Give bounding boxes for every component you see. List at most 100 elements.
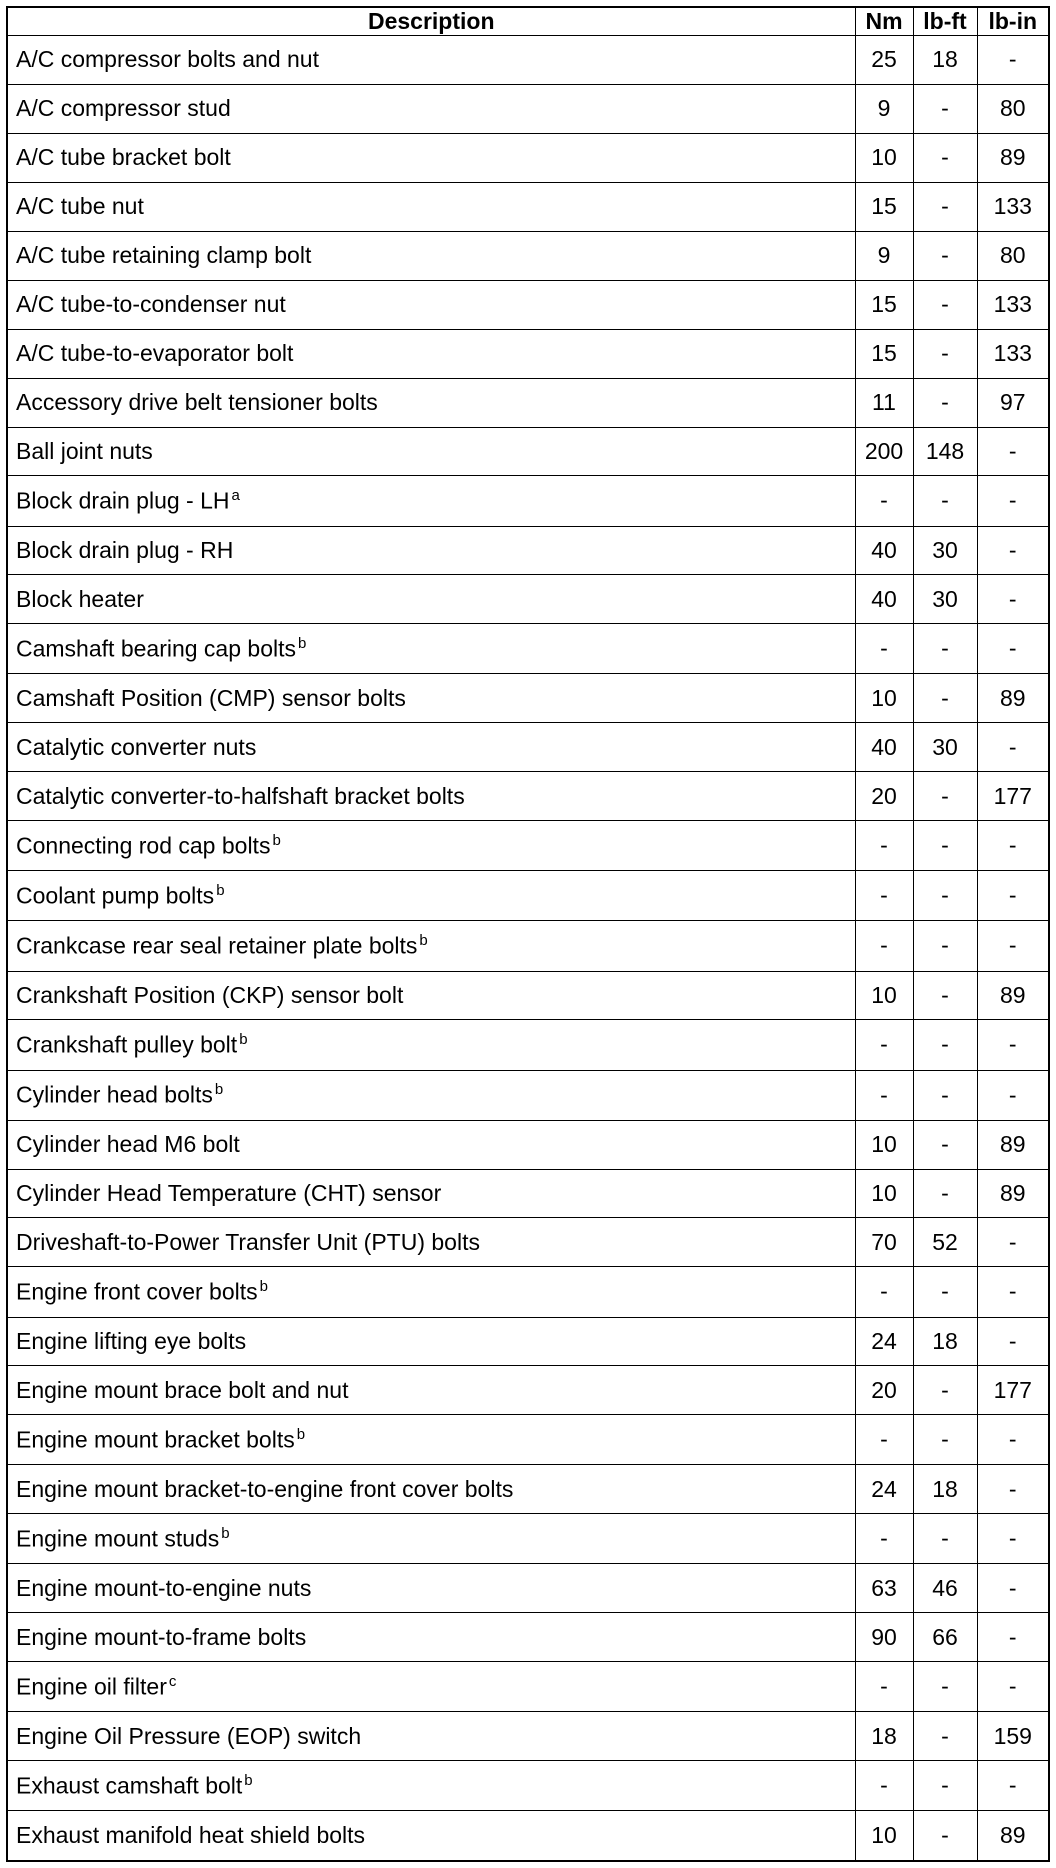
lb-in-cell: - — [976, 820, 1050, 872]
description-text: Block drain plug - LH — [16, 487, 230, 514]
nm-cell: 63 — [854, 1563, 914, 1614]
description-cell: Coolant pump bolts b — [6, 870, 856, 922]
table-row: A/C tube nut 15-133 — [6, 181, 1050, 232]
footnote-marker: b — [214, 1081, 224, 1099]
header-lb-ft: lb-ft — [912, 6, 978, 36]
lb-ft-cell: - — [912, 1513, 978, 1565]
nm-cell: - — [854, 870, 914, 922]
lb-in-cell: - — [976, 1513, 1050, 1565]
nm-cell: - — [854, 623, 914, 675]
nm-cell: 11 — [854, 377, 914, 428]
lb-ft-cell: - — [912, 1019, 978, 1071]
lb-in-cell: 89 — [976, 1810, 1050, 1862]
description-cell: Block drain plug - LH a — [6, 475, 856, 527]
lb-in-cell: - — [976, 1316, 1050, 1367]
description-cell: Cylinder head M6 bolt — [6, 1119, 856, 1170]
nm-cell: 10 — [854, 970, 914, 1021]
table-row: Engine lifting eye bolts 24 18- — [6, 1316, 1050, 1367]
table-row: Crankshaft pulley bolt b - - - — [6, 1019, 1050, 1071]
lb-in-cell: - — [976, 920, 1050, 972]
table-row: Driveshaft-to-Power Transfer Unit (PTU) … — [6, 1217, 1050, 1268]
footnote-marker: b — [298, 635, 307, 653]
description-text: Cylinder head M6 bolt — [16, 1131, 240, 1158]
description-cell: Engine lifting eye bolts — [6, 1316, 856, 1367]
nm-cell: 40 — [854, 574, 914, 625]
lb-in-cell: - — [976, 1069, 1050, 1121]
description-cell: Engine mount-to-engine nuts — [6, 1563, 856, 1614]
nm-cell: - — [854, 920, 914, 972]
lb-ft-cell: - — [912, 132, 978, 183]
lb-ft-cell: 18 — [912, 1316, 978, 1367]
lb-ft-cell: 18 — [912, 35, 978, 85]
lb-in-cell: 133 — [976, 181, 1050, 232]
lb-ft-cell: - — [912, 1365, 978, 1416]
table-row: Coolant pump bolts b - - - — [6, 870, 1050, 922]
description-cell: Exhaust manifold heat shield bolts — [6, 1810, 856, 1862]
table-row: Engine mount brace bolt and nut 20-177 — [6, 1365, 1050, 1416]
description-text: Crankshaft pulley bolt — [16, 1031, 238, 1058]
lb-ft-cell: - — [912, 970, 978, 1021]
description-cell: Crankcase rear seal retainer plate bolts… — [6, 920, 856, 972]
description-cell: Crankshaft pulley bolt b — [6, 1019, 856, 1071]
table-row: Camshaft Position (CMP) sensor bolts 10-8… — [6, 673, 1050, 724]
description-text: A/C tube-to-condenser nut — [16, 291, 286, 318]
nm-cell: 10 — [854, 1119, 914, 1170]
lb-ft-cell: - — [912, 870, 978, 922]
nm-cell: - — [854, 1661, 914, 1713]
lb-in-cell: - — [976, 525, 1050, 576]
lb-in-cell: - — [976, 1760, 1050, 1812]
lb-ft-cell: 30 — [912, 525, 978, 576]
nm-cell: - — [854, 1266, 914, 1318]
nm-cell: 15 — [854, 181, 914, 232]
description-cell: Engine mount-to-frame bolts — [6, 1612, 856, 1663]
description-text: Engine mount studs — [16, 1525, 220, 1552]
lb-in-cell: 89 — [976, 1119, 1050, 1170]
description-cell: A/C tube retaining clamp bolt — [6, 230, 856, 281]
description-cell: Engine mount brace bolt and nut — [6, 1365, 856, 1416]
lb-in-cell: - — [976, 1612, 1050, 1663]
description-cell: Cylinder Head Temperature (CHT) sensor — [6, 1168, 856, 1219]
header-row: Description Nm lb-ft lb-in — [6, 6, 1050, 36]
lb-in-cell: 97 — [976, 377, 1050, 428]
lb-in-cell: 133 — [976, 279, 1050, 330]
description-text: A/C tube retaining clamp bolt — [16, 242, 312, 269]
description-cell: Accessory drive belt tensioner bolts — [6, 377, 856, 428]
description-cell: A/C tube-to-condenser nut — [6, 279, 856, 330]
lb-in-cell: - — [976, 1661, 1050, 1713]
lb-ft-cell: 66 — [912, 1612, 978, 1663]
lb-ft-cell: 18 — [912, 1464, 978, 1515]
footnote-marker: b — [216, 882, 225, 900]
table-row: Accessory drive belt tensioner bolts 11-9… — [6, 377, 1050, 428]
footnote-marker: b — [239, 1031, 248, 1049]
description-cell: Driveshaft-to-Power Transfer Unit (PTU) … — [6, 1217, 856, 1268]
lb-in-cell: - — [976, 1563, 1050, 1614]
footnote-marker: b — [296, 1426, 306, 1444]
description-text: Cylinder head bolts — [16, 1081, 213, 1108]
description-cell: Engine Oil Pressure (EOP) switch — [6, 1711, 856, 1762]
nm-cell: 90 — [854, 1612, 914, 1663]
nm-cell: - — [854, 1414, 914, 1466]
table-row: Engine mount studs b - - - — [6, 1513, 1050, 1565]
lb-ft-cell: 52 — [912, 1217, 978, 1268]
lb-ft-cell: - — [912, 1711, 978, 1762]
nm-cell: 25 — [854, 35, 914, 85]
description-cell: Engine front cover bolts b — [6, 1266, 856, 1318]
lb-ft-cell: - — [912, 279, 978, 330]
table-row: Connecting rod cap bolts b - - - — [6, 820, 1050, 872]
description-text: Engine lifting eye bolts — [16, 1327, 247, 1354]
table-row: Block drain plug - RH 40 30- — [6, 525, 1050, 576]
lb-ft-cell: - — [912, 771, 978, 822]
lb-in-cell: - — [976, 722, 1050, 773]
table-row: Engine oil filter c - - - — [6, 1661, 1050, 1713]
lb-in-cell: 159 — [976, 1711, 1050, 1762]
lb-ft-cell: - — [912, 673, 978, 724]
lb-in-cell: 89 — [976, 970, 1050, 1021]
description-text: Exhaust manifold heat shield bolts — [16, 1822, 366, 1849]
nm-cell: 9 — [854, 230, 914, 281]
description-text: Engine oil filter — [16, 1673, 167, 1700]
table-row: Catalytic converter nuts 40 30- — [6, 722, 1050, 773]
description-cell: Engine mount studs b — [6, 1513, 856, 1565]
lb-ft-cell: - — [912, 328, 978, 379]
table-row: Block heater 40 30- — [6, 574, 1050, 625]
description-text: A/C tube nut — [16, 193, 144, 220]
